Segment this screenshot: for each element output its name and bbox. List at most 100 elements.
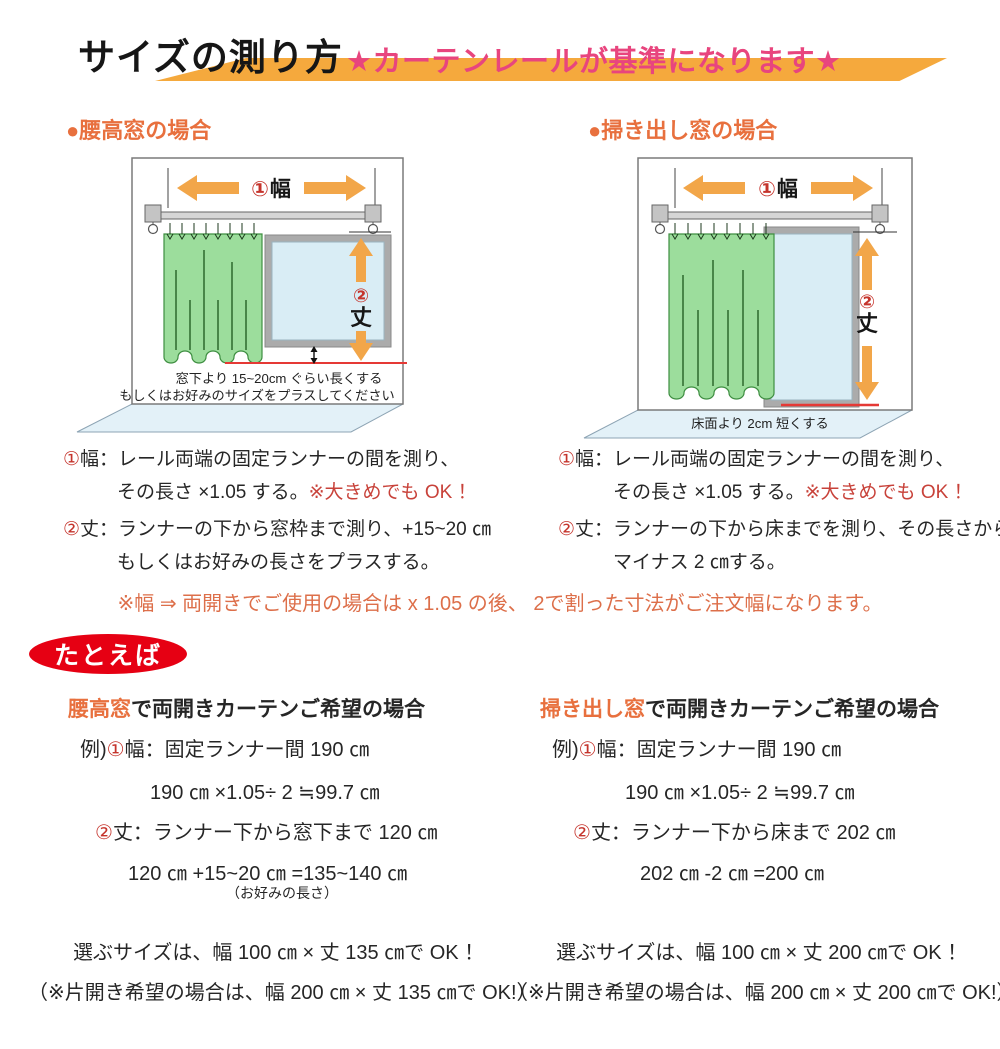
length-measure: ② 丈 bbox=[853, 231, 897, 400]
width-measure: ①幅 bbox=[674, 168, 883, 208]
width-arrow-right bbox=[304, 175, 366, 201]
window-type-highlight: 掃き出し窓 bbox=[540, 698, 645, 721]
runner-left bbox=[147, 223, 159, 235]
width-label: ①幅 bbox=[251, 178, 291, 201]
curtain-panel bbox=[668, 233, 775, 400]
example-header-waist: 腰高窓で両開きカーテンご希望の場合 bbox=[68, 693, 425, 723]
length-num: ② bbox=[859, 292, 875, 313]
length-label: 丈 bbox=[856, 311, 878, 336]
length-arrow-up bbox=[349, 238, 373, 282]
circled-number: ① bbox=[558, 449, 576, 470]
length-arrow-down bbox=[855, 346, 879, 400]
example-waist-line3: ②丈：ランナー下から窓下まで 120 ㎝ bbox=[95, 816, 437, 845]
window bbox=[763, 226, 860, 408]
example-waist-line4-sub: （お好みの長さ） bbox=[226, 885, 338, 901]
window-glass bbox=[770, 233, 853, 401]
example-sweep-line2: 190 ㎝ ×1.05÷ 2 ≒99.7 ㎝ bbox=[625, 782, 855, 804]
curtain bbox=[668, 223, 775, 400]
waist-width-instruction-2: その長さ ×1.05 する。※大きめでも OK ！ bbox=[117, 477, 477, 504]
rail-bracket-left bbox=[144, 204, 162, 223]
width-arrow-left bbox=[177, 175, 239, 201]
window bbox=[264, 234, 392, 348]
runner-right bbox=[874, 223, 886, 235]
circled-number: ② bbox=[63, 519, 81, 540]
diagram-note-1: 窓下より 15~20cm ぐらい長くする bbox=[176, 370, 383, 386]
section-header-sweep-window: ●掃き出し窓の場合 bbox=[588, 118, 778, 143]
example-text: 幅：固定ランナー間 190 ㎝ bbox=[124, 739, 370, 761]
example-sweep-line4: 202 ㎝ -2 ㎝ =200 ㎝ bbox=[640, 863, 824, 885]
diagram-note-1: 床面より 2cm 短くする bbox=[691, 416, 828, 431]
curtain-rail bbox=[144, 204, 382, 235]
instruction-text: その長さ ×1.05 する。 bbox=[613, 482, 805, 503]
example-sweep-result-note: （※片開き希望の場合は、幅 200 ㎝ × 丈 200 ㎝で OK!） bbox=[508, 982, 1000, 1004]
rail-bracket-right bbox=[364, 204, 382, 223]
width-label: ①幅 bbox=[758, 178, 798, 201]
instruction-red-note: ※大きめでも OK ！ bbox=[308, 482, 477, 503]
example-waist-line1: 例)①幅：固定ランナー間 190 ㎝ bbox=[80, 733, 369, 762]
rail-bracket-right bbox=[871, 204, 889, 223]
length-arrow-down bbox=[349, 331, 373, 361]
instruction-text: もしくはお好みの長さをプラスする。 bbox=[117, 552, 440, 573]
width-arrow-left bbox=[683, 175, 745, 201]
waist-length-instruction: ②丈：ランナーの下から窓枠まで測り、+15~20 ㎝ bbox=[63, 514, 491, 541]
waist-width-instruction: ①幅：レール両端の固定ランナーの間を測り、 bbox=[63, 444, 459, 471]
instruction-red-note: ※大きめでも OK ！ bbox=[804, 482, 973, 503]
title-highlight-band bbox=[155, 58, 947, 81]
runner-left bbox=[654, 223, 666, 235]
gap-arrow bbox=[310, 346, 318, 364]
sweep-length-instruction: ②丈：ランナーの下から床までを測り、その長さから bbox=[558, 514, 1000, 541]
example-badge-label: たとえば bbox=[53, 642, 162, 670]
example-waist-result: 選ぶサイズは、幅 100 ㎝ × 丈 135 ㎝で OK ！ bbox=[73, 942, 485, 964]
sweep-width-instruction: ①幅：レール両端の固定ランナーの間を測り、 bbox=[558, 444, 954, 471]
example-waist-result-note: （※片開き希望の場合は、幅 200 ㎝ × 丈 135 ㎝で OK!） bbox=[28, 982, 537, 1004]
curtain bbox=[163, 223, 263, 364]
window-type-highlight: 腰高窓 bbox=[68, 698, 131, 721]
circled-number: ② bbox=[95, 822, 113, 844]
curtain-hooks bbox=[671, 223, 770, 240]
width-measure: ①幅 bbox=[167, 168, 376, 208]
rail-bracket-left bbox=[651, 204, 669, 223]
example-header-sweep: 掃き出し窓で両開きカーテンご希望の場合 bbox=[540, 693, 939, 723]
circled-number: ② bbox=[558, 519, 576, 540]
floor bbox=[76, 403, 404, 433]
circled-number: ② bbox=[573, 822, 591, 844]
curtain-pleats bbox=[175, 250, 247, 350]
circled-number: ① bbox=[63, 449, 81, 470]
length-arrow-up bbox=[855, 238, 879, 290]
instruction-text: マイナス 2 ㎝する。 bbox=[613, 552, 786, 573]
curtain-panel bbox=[163, 233, 263, 364]
instruction-text: その長さ ×1.05 する。 bbox=[117, 482, 309, 503]
instruction-text: 丈：ランナーの下から床までを測り、その長さから bbox=[575, 519, 1000, 540]
example-waist-line4: 120 ㎝ +15~20 ㎝ =135~140 ㎝ bbox=[128, 863, 408, 885]
circled-number: ① bbox=[578, 739, 597, 761]
length-num: ② bbox=[353, 286, 369, 307]
example-prefix: 例) bbox=[552, 739, 579, 761]
curtain-hooks bbox=[166, 223, 258, 240]
length-label: 丈 bbox=[350, 305, 372, 330]
page-title: サイズの測り方 bbox=[78, 37, 343, 78]
waist-length-instruction-2: もしくはお好みの長さをプラスする。 bbox=[117, 547, 440, 574]
instruction-text: 幅：レール両端の固定ランナーの間を測り、 bbox=[575, 449, 955, 470]
example-text: 幅：固定ランナー間 190 ㎝ bbox=[596, 739, 842, 761]
diagram-note-2: もしくはお好みのサイズをプラスしてください bbox=[119, 388, 394, 403]
width-arrow-right bbox=[811, 175, 873, 201]
example-sweep-line1: 例)①幅：固定ランナー間 190 ㎝ bbox=[552, 733, 841, 762]
runner-right bbox=[367, 223, 379, 235]
instruction-text: 丈：ランナーの下から窓枠まで測り、+15~20 ㎝ bbox=[80, 519, 492, 540]
header-text: で両開きカーテンご希望の場合 bbox=[131, 698, 425, 721]
example-text: 丈：ランナー下から窓下まで 120 ㎝ bbox=[112, 822, 438, 844]
example-waist-line2: 190 ㎝ ×1.05÷ 2 ≒99.7 ㎝ bbox=[150, 782, 380, 804]
sweep-width-instruction-2: その長さ ×1.05 する。※大きめでも OK ！ bbox=[613, 477, 973, 504]
curtain-pleats bbox=[682, 260, 759, 386]
example-text: 丈：ランナー下から床まで 202 ㎝ bbox=[590, 822, 896, 844]
curtain-rail bbox=[651, 204, 889, 235]
diagram-sweep-window: ①幅 ② 丈 床面より 2cm 短くする bbox=[583, 157, 913, 439]
example-sweep-line3: ②丈：ランナー下から床まで 202 ㎝ bbox=[573, 816, 895, 845]
instruction-text: 幅：レール両端の固定ランナーの間を測り、 bbox=[80, 449, 460, 470]
diagram-waist-window: ①幅 ② 丈 bbox=[76, 157, 407, 433]
header-text: で両開きカーテンご希望の場合 bbox=[645, 698, 939, 721]
length-measure: ② 丈 bbox=[349, 231, 391, 361]
example-prefix: 例) bbox=[80, 739, 107, 761]
section-header-waist-window: ●腰高窓の場合 bbox=[66, 118, 212, 143]
